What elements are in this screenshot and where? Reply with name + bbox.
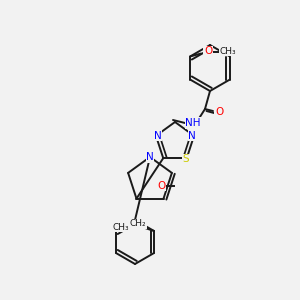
- Text: N: N: [154, 131, 162, 141]
- Text: CH₃: CH₃: [220, 47, 236, 56]
- Text: N: N: [146, 152, 154, 162]
- Text: O: O: [158, 181, 166, 191]
- Text: S: S: [182, 154, 189, 164]
- Text: NH: NH: [185, 118, 201, 128]
- Text: CH₂: CH₂: [130, 220, 146, 229]
- Text: N: N: [188, 131, 196, 141]
- Text: O: O: [204, 46, 212, 56]
- Text: CH₃: CH₃: [113, 223, 129, 232]
- Text: O: O: [215, 107, 223, 117]
